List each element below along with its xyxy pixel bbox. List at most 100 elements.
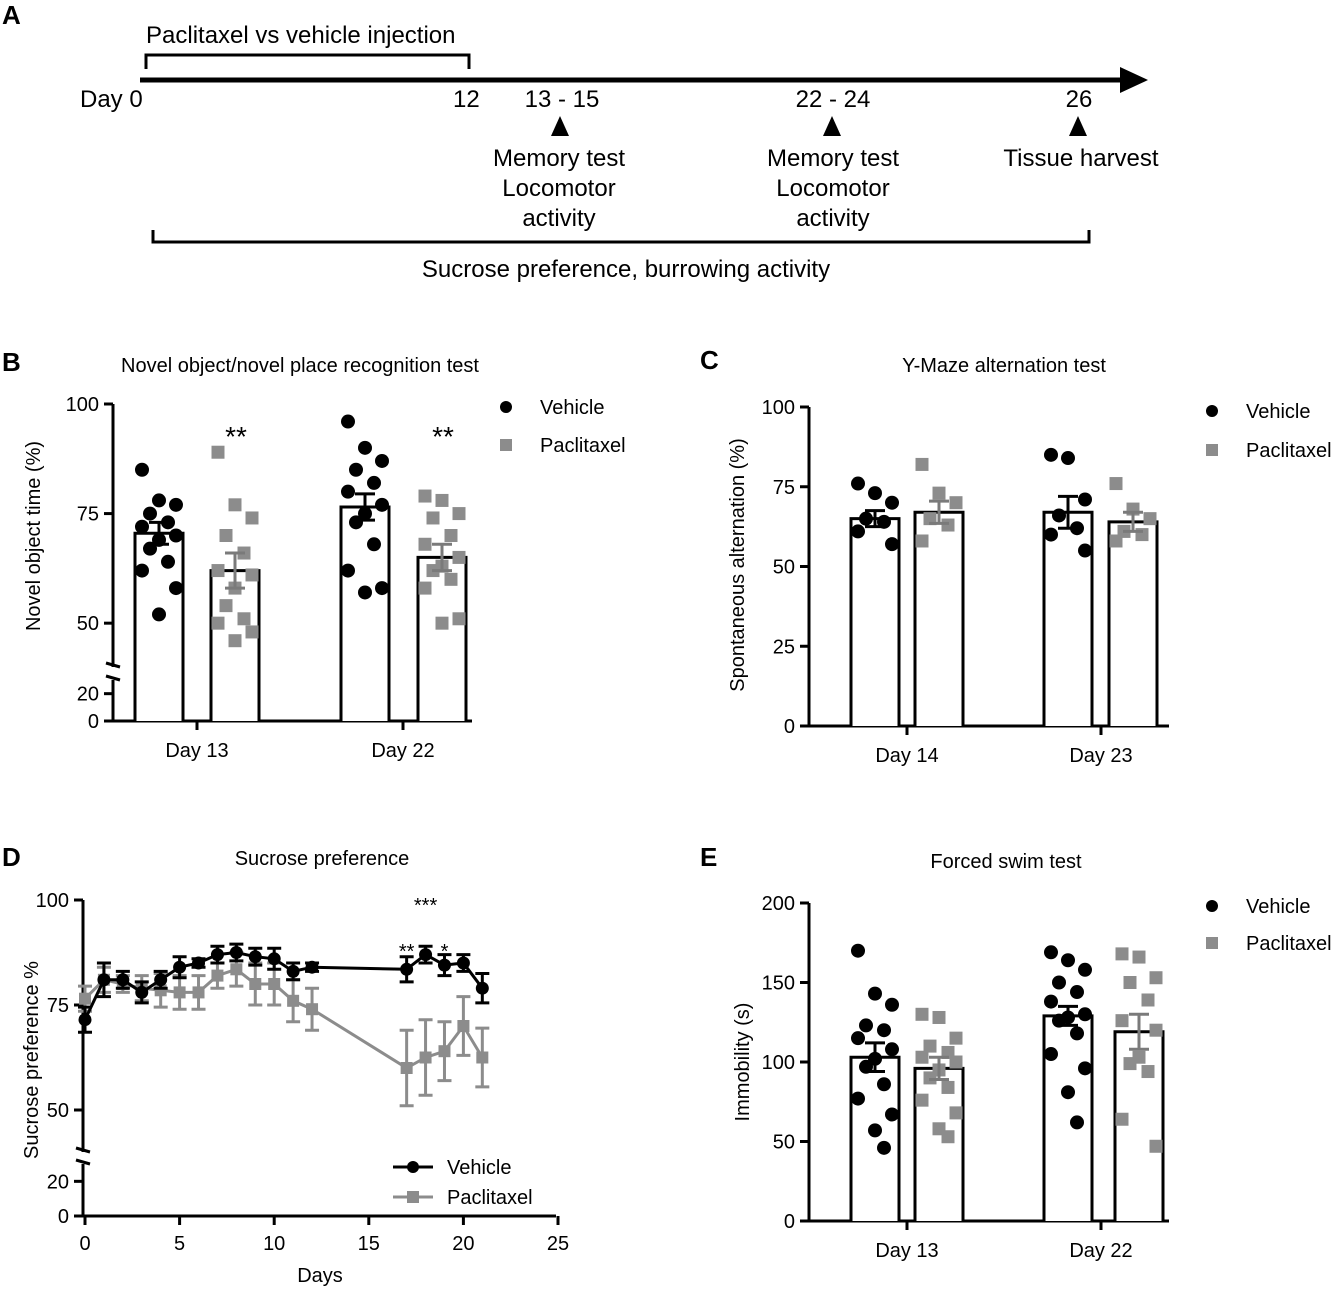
point-vehicle <box>267 952 281 966</box>
point-vehicle-1 <box>1070 1115 1084 1130</box>
point-paclitaxel-1 <box>435 493 449 507</box>
significance-label: * <box>441 941 449 963</box>
y-tick-label: 75 <box>47 995 69 1017</box>
point-paclitaxel-1 <box>452 550 466 564</box>
point-paclitaxel-1 <box>426 511 440 525</box>
point-vehicle-1 <box>341 484 355 499</box>
point-paclitaxel-0 <box>211 616 225 630</box>
point-vehicle <box>97 973 111 987</box>
point-vehicle-0 <box>868 1123 882 1138</box>
point-paclitaxel-1 <box>1115 947 1129 961</box>
chart-c-legend-vehicle: Vehicle <box>1246 401 1311 423</box>
point-vehicle-1 <box>1044 994 1058 1009</box>
point-vehicle-1 <box>375 581 389 596</box>
chart-e-ylabel: Immobility (s) <box>732 1003 754 1122</box>
chart-b-legend-paclitaxel: Paclitaxel <box>540 435 626 457</box>
point-vehicle <box>116 973 130 987</box>
point-vehicle-1 <box>358 440 372 455</box>
error-bar-paclitaxel-1 <box>432 542 452 573</box>
chart-c-legend-vehicle-marker <box>1206 405 1218 417</box>
point-vehicle <box>400 962 414 976</box>
chart-d-legend-vehicle: Vehicle <box>447 1157 512 1179</box>
point-paclitaxel <box>438 1045 451 1058</box>
marker-1-line-3: activity <box>522 205 595 232</box>
point-vehicle-0 <box>851 524 865 539</box>
panel-letter-d: D <box>2 842 21 872</box>
marker-2-triangle <box>823 116 841 136</box>
day-12-label: 12 <box>453 86 480 113</box>
x-tick-label: Day 23 <box>1069 745 1132 767</box>
point-vehicle <box>210 948 224 962</box>
chart-b-legend-paclitaxel-marker <box>500 439 512 451</box>
point-vehicle-1 <box>1070 985 1084 1000</box>
point-paclitaxel-0 <box>941 1080 955 1094</box>
y-tick-label: 100 <box>762 1052 795 1074</box>
point-paclitaxel-0 <box>949 1106 963 1120</box>
point-paclitaxel-1 <box>452 507 466 521</box>
point-paclitaxel <box>457 1020 470 1032</box>
y-tick-label: 0 <box>58 1206 69 1228</box>
error-bar-vehicle-0 <box>865 1041 885 1074</box>
significance-label: *** <box>414 895 438 917</box>
chart-c-legend-paclitaxel-marker <box>1206 444 1218 456</box>
chart-e-legend-vehicle: Vehicle <box>1246 896 1311 918</box>
point-paclitaxel-0 <box>228 498 242 512</box>
point-paclitaxel-1 <box>1149 971 1163 985</box>
point-vehicle-1 <box>358 585 372 600</box>
point-paclitaxel-0 <box>219 599 233 613</box>
point-paclitaxel-0 <box>219 529 233 542</box>
x-tick-label: 5 <box>174 1233 185 1255</box>
point-vehicle-1 <box>341 414 355 429</box>
point-paclitaxel-0 <box>949 1031 963 1045</box>
y-tick-label: 75 <box>773 477 795 499</box>
chart-b-sig-1: ** <box>225 421 247 452</box>
chart-e-legend-paclitaxel-marker <box>1206 937 1218 949</box>
point-paclitaxel-0 <box>237 612 251 626</box>
x-tick-label: 25 <box>547 1233 569 1255</box>
chart-b-legend-vehicle-marker <box>500 401 512 413</box>
point-vehicle-1 <box>349 462 363 477</box>
y-tick-label: 50 <box>773 557 795 579</box>
point-paclitaxel-1 <box>1149 1023 1163 1037</box>
chart-c-legend-paclitaxel: Paclitaxel <box>1246 440 1332 462</box>
error-bar-vehicle-1 <box>1058 494 1078 530</box>
point-vehicle-1 <box>349 515 363 530</box>
chart-d-legend-paclitaxel-marker <box>407 1191 419 1203</box>
point-paclitaxel-1 <box>1149 1139 1163 1153</box>
point-vehicle <box>419 948 433 962</box>
marker-1-line-1: Memory test <box>493 145 625 172</box>
point-vehicle-0 <box>152 493 166 508</box>
point-paclitaxel-1 <box>1143 512 1157 526</box>
injection-bracket <box>144 53 471 69</box>
study-bracket <box>151 230 1091 244</box>
point-vehicle-1 <box>367 475 381 490</box>
chart-c-error-bars <box>865 494 1143 533</box>
point-paclitaxel <box>192 986 205 999</box>
point-vehicle-0 <box>152 607 166 622</box>
chart-b-points <box>135 414 466 648</box>
point-paclitaxel <box>419 1051 432 1064</box>
point-paclitaxel-0 <box>915 1093 929 1107</box>
point-paclitaxel-1 <box>418 581 432 595</box>
error-bar-vehicle-1 <box>1058 1004 1078 1027</box>
marker-1-days: 13 - 15 <box>525 86 600 113</box>
x-tick-label: 15 <box>358 1233 380 1255</box>
point-vehicle-0 <box>169 497 183 512</box>
marker-1-line-2: Locomotor <box>502 175 615 202</box>
error-bar-vehicle-0 <box>865 509 885 529</box>
point-vehicle-0 <box>851 476 865 491</box>
chart-b-ylabel: Novel object time (%) <box>23 441 45 631</box>
point-vehicle-1 <box>1061 1085 1075 1100</box>
panel-e: E Forced swim test Immobility (s) 0 50 100… <box>700 842 1332 1262</box>
x-tick-label: Day 13 <box>165 740 228 762</box>
point-paclitaxel-1 <box>418 489 432 503</box>
marker-2-days: 22 - 24 <box>796 86 871 113</box>
point-paclitaxel-1 <box>1141 1065 1155 1079</box>
point-vehicle-0 <box>885 537 899 552</box>
marker-3-triangle <box>1069 116 1087 136</box>
error-bar-paclitaxel-1 <box>1129 1012 1149 1051</box>
point-paclitaxel-0 <box>915 534 929 548</box>
chart-b-ticks: 0 20 50 75 100 Day 13 Day 22 <box>66 394 435 762</box>
point-vehicle-1 <box>1044 1047 1058 1062</box>
point-vehicle-1 <box>1052 975 1066 990</box>
